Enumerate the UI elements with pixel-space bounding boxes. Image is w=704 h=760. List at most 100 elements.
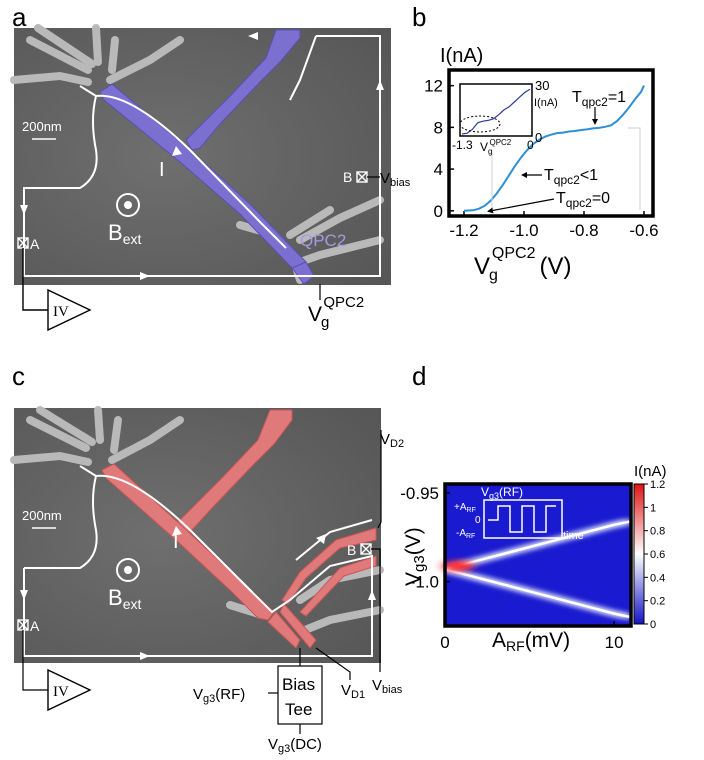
d-colorbar-tick-label: 0.4 bbox=[650, 572, 665, 584]
d-inset-frame bbox=[483, 499, 563, 539]
b-ytick-label: 12 bbox=[424, 77, 443, 96]
b-inset-ytick-top: 30 bbox=[535, 78, 549, 93]
sem-image-a bbox=[14, 28, 391, 285]
gate-label-a: VgQPC2 bbox=[308, 294, 364, 331]
panel-c: c bbox=[10, 361, 404, 755]
electrodes-c bbox=[10, 406, 384, 634]
b-xtick-label: -0.8 bbox=[569, 221, 598, 240]
bias-tee-label-2: Tee bbox=[285, 700, 312, 719]
b-ytick-label: 4 bbox=[434, 160, 443, 179]
b-xtick-label: -1.2 bbox=[449, 221, 478, 240]
d-heatmap-hotspot bbox=[442, 561, 474, 571]
panel-letter-d: d bbox=[412, 361, 426, 391]
gate-red-c bbox=[101, 409, 377, 649]
b-inset-xtick-left: -1.3 bbox=[452, 138, 473, 152]
b-inset-xtick-right: 0 bbox=[527, 138, 534, 152]
vd1-label-c: VD1 bbox=[341, 682, 365, 701]
b-plot-area bbox=[463, 85, 645, 212]
b-inset-plot bbox=[461, 88, 531, 135]
d-axes-frame bbox=[443, 482, 633, 628]
d-heatmap-background bbox=[445, 484, 631, 626]
scale-label-c: 200nm bbox=[22, 508, 62, 523]
contact-a-label-c: A bbox=[30, 618, 40, 634]
b-annotation-tlt: Tqpc2<1 bbox=[544, 167, 598, 187]
contact-b-label-a: B bbox=[343, 169, 352, 185]
bias-tee-box bbox=[277, 665, 323, 725]
current-label-c: I bbox=[173, 531, 179, 553]
d-colorbar-tick-label: 0.2 bbox=[650, 596, 665, 608]
vd2-label-c: VD2 bbox=[380, 431, 404, 450]
d-inset-minus: -ARF bbox=[456, 528, 475, 540]
current-label-a: I bbox=[159, 159, 165, 181]
d-colorbar-label: I(nA) bbox=[634, 463, 667, 480]
d-branch-core bbox=[444, 567, 632, 619]
b-arrow-t0 bbox=[487, 198, 555, 214]
d-colorbar bbox=[633, 483, 645, 625]
b-ylabel: I(nA) bbox=[440, 45, 483, 67]
iv-label-c: IV bbox=[53, 684, 69, 700]
b-xtick-label: -1.0 bbox=[509, 221, 538, 240]
b-inset-ytick-bottom: 0 bbox=[535, 130, 542, 145]
d-xtick-label: 0 bbox=[440, 633, 449, 652]
d-inset-squarewave bbox=[488, 505, 556, 533]
d-branches bbox=[444, 517, 632, 621]
edge-channel-c bbox=[23, 465, 373, 657]
b-ytick-label: 8 bbox=[434, 118, 443, 137]
d-waveform-inset: Vg3(RF) +ARF 0 -ARF time bbox=[454, 485, 584, 542]
panel-letter-b: b bbox=[412, 2, 426, 32]
d-ytick-label: -1.0 bbox=[410, 573, 439, 592]
bext-label-c: Bext bbox=[108, 585, 141, 612]
d-ytick-group: -0.95 -1.0 bbox=[400, 484, 450, 592]
edge-channel-a bbox=[23, 35, 381, 277]
gate-qpc2-a bbox=[99, 29, 315, 285]
b-inset-ylabel: I(nA) bbox=[534, 97, 558, 109]
edge-arrows-c bbox=[20, 526, 376, 660]
b-inset-xlabel: VgQPC2 bbox=[480, 138, 512, 156]
d-colorbar-tick-label: 0 bbox=[650, 619, 656, 631]
scale-label-a: 200nm bbox=[22, 119, 62, 134]
d-inset-time: time bbox=[563, 530, 584, 542]
wires-c bbox=[22, 430, 382, 691]
d-ytick-label: -0.95 bbox=[400, 484, 439, 503]
panel-a: a bbox=[10, 2, 411, 332]
d-xtick-group: 0 10 bbox=[440, 621, 624, 652]
d-heatmap bbox=[442, 482, 633, 628]
d-colorbar-tick-label: 0.6 bbox=[650, 549, 665, 561]
iv-amplifier-c bbox=[47, 668, 92, 712]
bias-tee-label-1: Bias bbox=[282, 675, 315, 694]
b-ytick-group: 0 4 8 12 bbox=[424, 77, 454, 221]
d-colorbar-tick-label: 1.2 bbox=[650, 479, 665, 491]
b-xtick-group: -1.2 -1.0 -0.8 -0.6 bbox=[449, 211, 659, 240]
b-xlabel: VgQPC2 (V) bbox=[474, 245, 572, 284]
panel-letter-c: c bbox=[12, 361, 25, 391]
vg3rf-label-c: Vg3(RF) bbox=[193, 686, 245, 705]
vbias-label-a: Vbias bbox=[380, 170, 411, 189]
b-xtick-label: -0.6 bbox=[629, 221, 658, 240]
d-inset-title: Vg3(RF) bbox=[481, 485, 523, 501]
bext-symbol-a bbox=[116, 193, 140, 217]
b-annotation-t0: Tqpc2=0 bbox=[556, 190, 610, 210]
iv-amplifier-a bbox=[22, 248, 92, 332]
d-ylabel: Vg3(V) bbox=[402, 527, 428, 586]
bext-label-a: Bext bbox=[108, 220, 141, 247]
edge-arrows-a bbox=[20, 32, 384, 280]
b-inset-line bbox=[461, 88, 531, 135]
b-inset-frame bbox=[459, 83, 533, 137]
d-inset-plus: +ARF bbox=[454, 502, 476, 514]
vbias-label-c: Vbias bbox=[372, 677, 403, 696]
panel-letter-a: a bbox=[12, 2, 27, 32]
d-branch-core bbox=[444, 520, 632, 571]
d-xtick-label: 10 bbox=[605, 633, 624, 652]
b-inset-ellipse bbox=[459, 115, 501, 133]
panel-d: d -0.95 -1.0 0 10 Vg3(V) ARF(mV) I(nA) 1.2… bbox=[400, 361, 666, 654]
iv-label-a: IV bbox=[53, 304, 69, 320]
d-inset-zero: 0 bbox=[475, 515, 481, 526]
d-colorbar-tick-label: 0.8 bbox=[650, 526, 665, 538]
b-ytick-label: 0 bbox=[434, 202, 443, 221]
b-series-line bbox=[463, 85, 645, 212]
qpc2-label-a: QPC2 bbox=[300, 231, 346, 250]
d-xlabel: ARF(mV) bbox=[492, 629, 570, 654]
b-annotation-t1: Tqpc2=1 bbox=[572, 89, 626, 109]
d-colorbar-ticks: 1.2 1 0.8 0.6 0.4 0.2 0 bbox=[644, 479, 665, 631]
